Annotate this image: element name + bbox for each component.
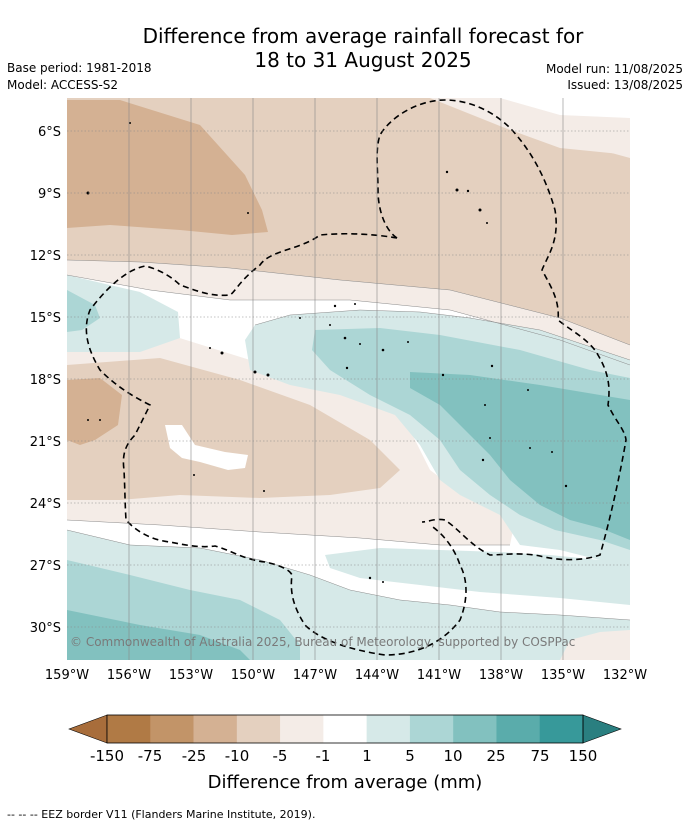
colorbar-extend-high [582,714,622,744]
gridlines [67,98,630,660]
lon-label: 147°W [293,668,337,683]
colorbar-label: 10 [443,747,462,765]
eez-legend-note: -- -- -- EEZ border V11 (Flanders Marine… [7,808,316,821]
lon-label: 141°W [417,668,461,683]
rainfall-map: © Commonwealth of Australia 2025, Bureau… [30,98,647,793]
dry-core-northwest [67,100,268,235]
colorbar-frame [106,714,584,744]
colorbar-label: 150 [569,747,598,765]
colorbar: -150 -75 -25 -10 -5 -1 1 5 10 25 75 150 … [68,714,622,793]
lat-label: 27°S [30,559,61,574]
wet-light-west [67,275,180,352]
colorbar-label: 5 [405,747,415,765]
dry-patch-west [67,378,122,445]
lon-label: 138°W [479,668,523,683]
lon-label: 132°W [603,668,647,683]
lon-label: 135°W [541,668,585,683]
lat-label: 6°S [38,125,61,140]
colorbar-label: -5 [273,747,288,765]
dry-band-medium-south [67,358,400,500]
white-inlet [165,425,248,470]
contour-lines [67,259,630,621]
colorbar-title: Difference from average (mm) [208,772,483,793]
colorbar-segment [539,715,584,743]
lon-label: 159°W [45,668,89,683]
colorbar-segment [323,715,367,743]
lat-label: 12°S [30,249,61,264]
colorbar-segment [193,715,238,743]
colorbar-segment [280,715,324,743]
eez-borders [85,99,627,656]
colorbar-label: -75 [138,747,163,765]
lat-label: 9°S [38,187,61,202]
colorbar-segment [366,715,411,743]
colorbar-label: -10 [225,747,250,765]
islands [86,122,568,583]
lon-label: 144°W [355,668,399,683]
lat-label: 21°S [30,435,61,450]
colorbar-extend-low [68,714,108,744]
issued-date: Issued: 13/08/2025 [567,78,683,92]
latitude-labels: 6°S 9°S 12°S 15°S 18°S 21°S 24°S 27°S 30… [30,125,61,636]
model-name: Model: ACCESS-S2 [7,78,119,92]
colorbar-label: -25 [182,747,207,765]
copyright-text: © Commonwealth of Australia 2025, Bureau… [70,635,575,649]
colorbar-segments [107,715,584,743]
lat-label: 30°S [30,621,61,636]
colorbar-label: 25 [486,747,505,765]
lat-label: 24°S [30,497,61,512]
colorbar-label: 75 [530,747,549,765]
colorbar-segment [453,715,497,743]
map-field: © Commonwealth of Australia 2025, Bureau… [67,98,630,660]
lat-label: 15°S [30,311,61,326]
lon-label: 153°W [169,668,213,683]
colorbar-segment [150,715,194,743]
lon-label: 150°W [231,668,275,683]
colorbar-segment [409,715,454,743]
base-period: Base period: 1981-2018 [7,61,152,75]
model-run: Model run: 11/08/2025 [545,62,683,76]
colorbar-segment [496,715,541,743]
colorbar-labels: -150 -75 -25 -10 -5 -1 1 5 10 25 75 150 [90,747,597,765]
colorbar-label: 1 [362,747,372,765]
title-line-2: 18 to 31 August 2025 [254,48,472,72]
wet-medium-west [67,290,100,332]
lat-label: 18°S [30,373,61,388]
wet-strong-south [67,610,250,660]
colorbar-label: -150 [90,747,124,765]
title-line-1: Difference from average rainfall forecas… [142,24,584,48]
wet-strong-east [410,372,630,540]
colorbar-label: -1 [316,747,331,765]
longitude-labels: 159°W 156°W 153°W 150°W 147°W 144°W 141°… [45,668,647,683]
wet-light-south-east [325,548,630,605]
colorbar-segment [236,715,281,743]
wet-light-southeast-corner [470,652,560,660]
lon-label: 156°W [107,668,151,683]
dry-cap-northeast [500,98,630,118]
colorbar-segment [107,715,151,743]
dry-southeast-corner [560,630,630,660]
